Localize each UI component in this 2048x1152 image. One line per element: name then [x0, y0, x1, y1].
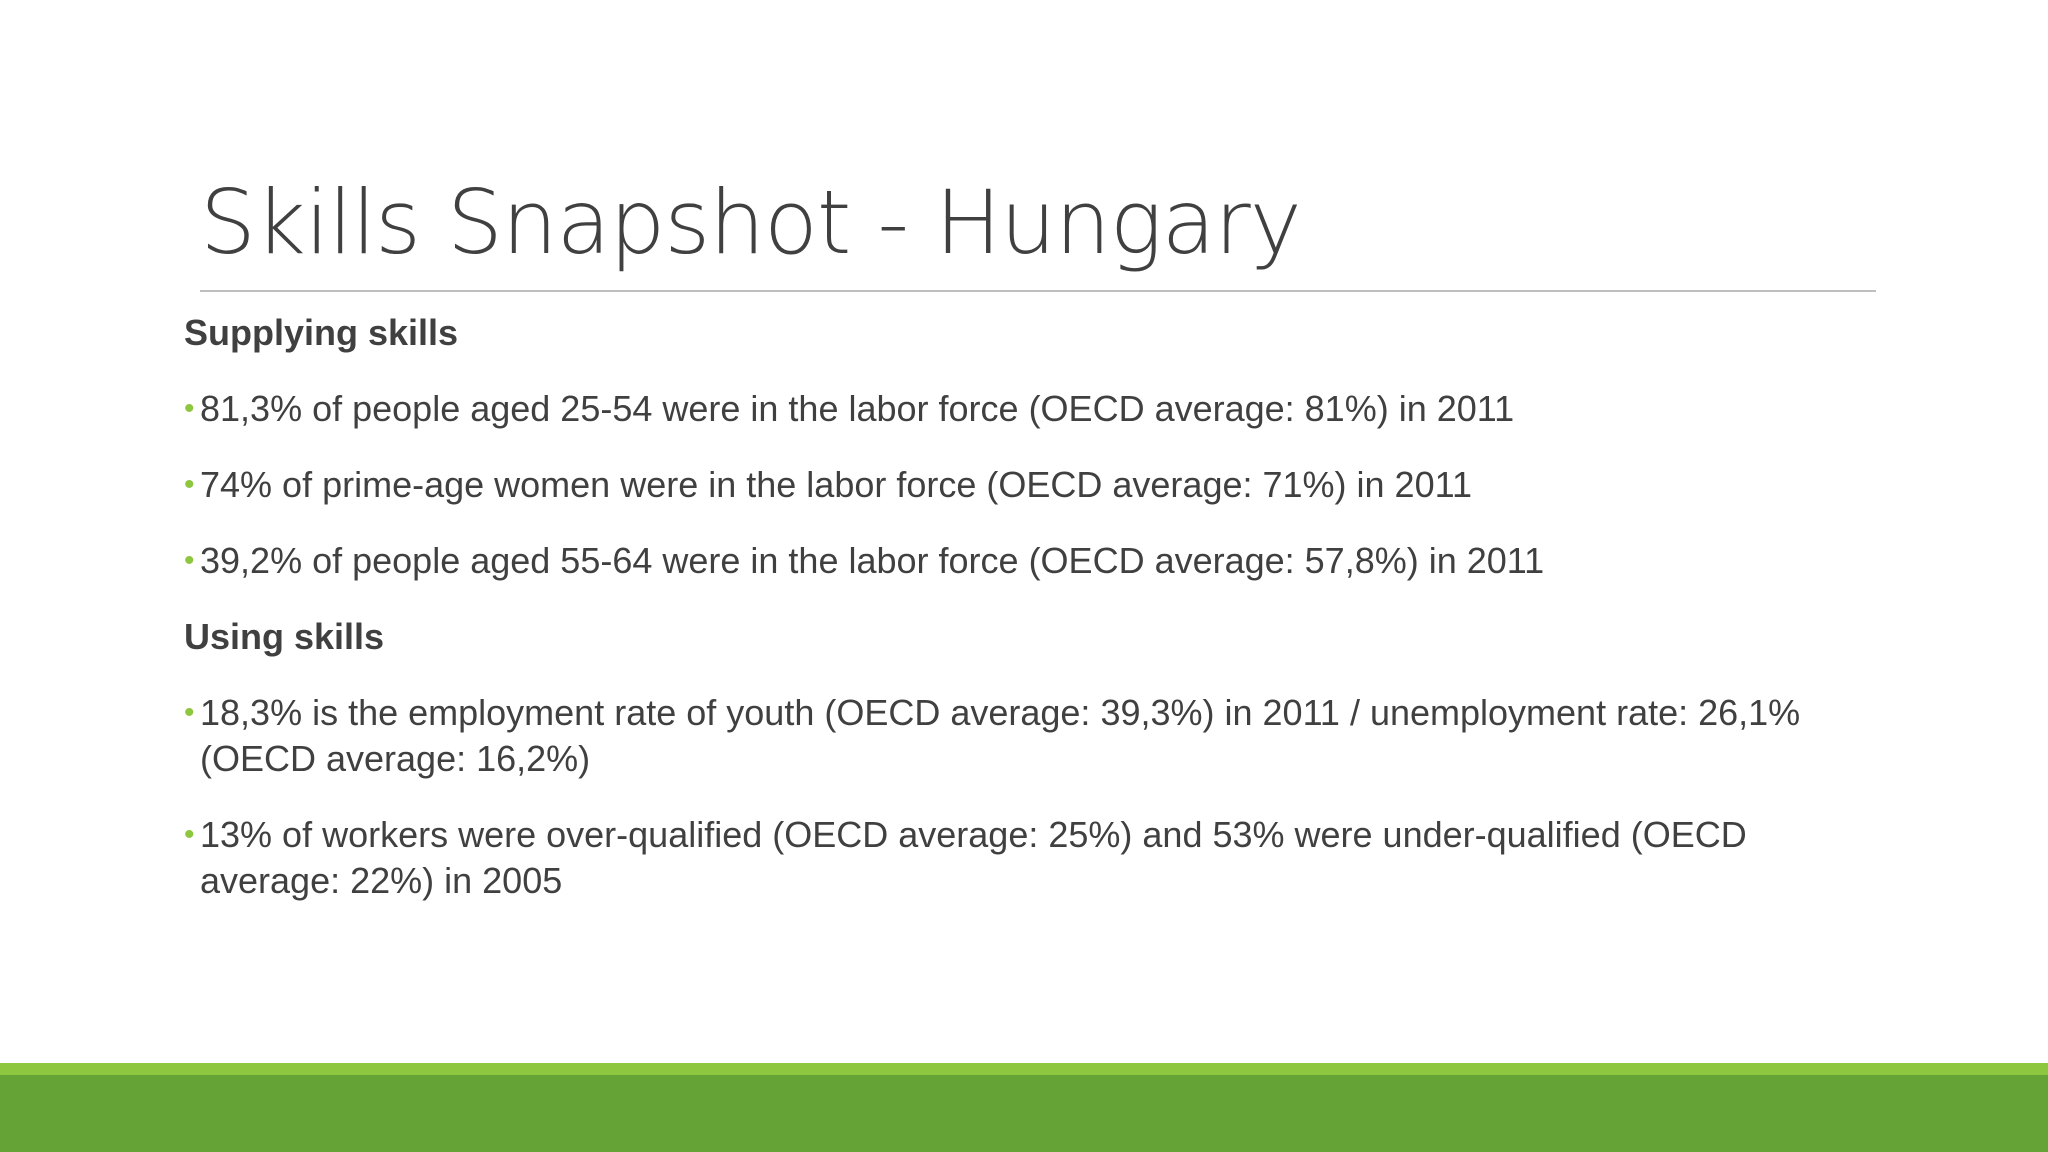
slide-content: Supplying skills • 81,3% of people aged … — [184, 310, 1864, 934]
slide-title: Skills Snapshot - Hungary — [200, 171, 1302, 274]
bullet-icon: • — [184, 392, 195, 425]
bullet-icon: • — [184, 818, 195, 851]
bullet-text: 18,3% is the employment rate of youth (O… — [200, 692, 1801, 779]
bullet-text: 81,3% of people aged 25-54 were in the l… — [200, 388, 1515, 429]
section-heading-supplying-skills: Supplying skills — [184, 312, 459, 353]
footer-bar — [0, 1075, 2048, 1152]
bullet-item: • 39,2% of people aged 55-64 were in the… — [184, 538, 1864, 584]
bullet-icon: • — [184, 544, 195, 577]
bullet-item: • 13% of workers were over-qualified (OE… — [184, 812, 1864, 904]
bullet-item: • 74% of prime-age women were in the lab… — [184, 462, 1864, 508]
bullet-icon: • — [184, 696, 195, 729]
bullet-item: • 18,3% is the employment rate of youth … — [184, 690, 1864, 782]
footer-accent-bar — [0, 1063, 2048, 1075]
bullet-icon: • — [184, 468, 195, 501]
bullet-text: 39,2% of people aged 55-64 were in the l… — [200, 540, 1545, 581]
title-divider — [200, 290, 1876, 292]
bullet-text: 74% of prime-age women were in the labor… — [200, 464, 1472, 505]
bullet-text: 13% of workers were over-qualified (OECD… — [200, 814, 1747, 901]
section-heading-using-skills: Using skills — [184, 616, 385, 657]
bullet-item: • 81,3% of people aged 25-54 were in the… — [184, 386, 1864, 432]
